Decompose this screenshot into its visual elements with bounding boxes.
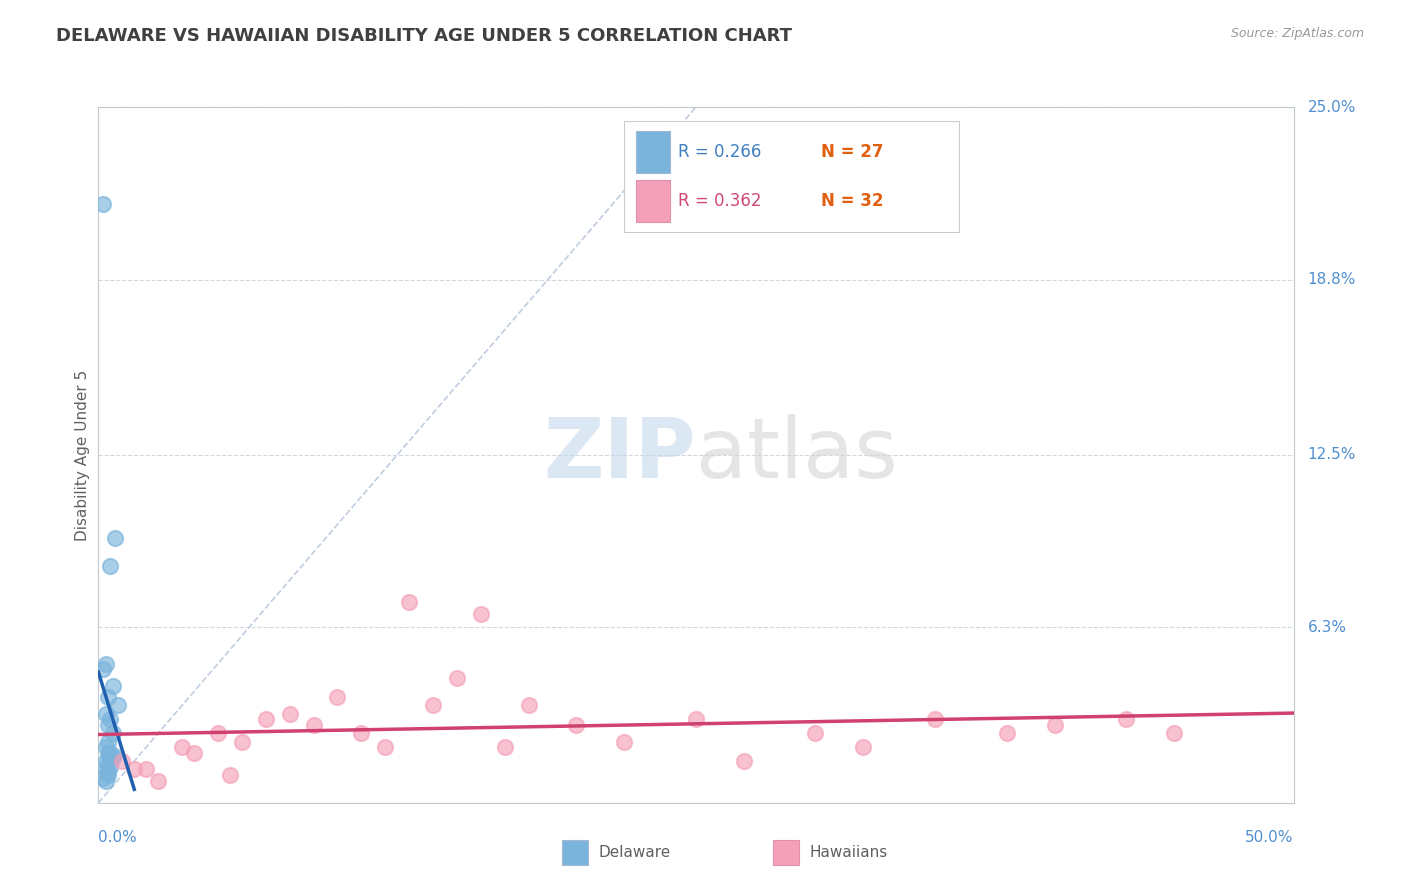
Point [101,748,124,763]
Point [350,726,373,740]
Point [97,765,120,780]
Point [97,746,120,760]
Point [94,740,117,755]
Point [111,754,134,768]
Text: 25.0%: 25.0% [1308,100,1355,114]
Point [98,712,122,726]
Point [98,759,122,773]
Point [97,768,120,782]
Point [494,740,516,755]
Point [101,726,124,740]
Point [124,763,146,777]
Point [97,718,120,732]
Point [94,773,117,788]
Point [517,698,540,713]
Point [91,771,114,785]
Text: 12.5%: 12.5% [1308,448,1355,462]
Point [98,559,122,574]
Text: Delaware: Delaware [599,846,671,860]
Point [326,690,349,704]
Text: R = 0.266: R = 0.266 [678,143,762,161]
Point [278,706,301,721]
Point [104,532,127,546]
Point [422,698,444,713]
Point [172,740,194,755]
Text: 0.0%: 0.0% [98,830,138,845]
Point [94,754,117,768]
Bar [636,180,669,222]
Text: atlas: atlas [696,415,897,495]
Text: 18.8%: 18.8% [1308,272,1355,287]
Point [398,595,420,609]
Point [94,657,117,671]
Point [1163,726,1185,740]
Point [924,712,946,726]
Point [219,768,242,782]
Point [98,746,122,760]
Point [107,698,129,713]
Point [1043,718,1066,732]
Point [613,734,636,748]
Point [804,726,827,740]
Text: 6.3%: 6.3% [1308,620,1347,635]
Point [207,726,229,740]
Text: 50.0%: 50.0% [1246,830,1294,845]
Bar [624,121,959,232]
Point [135,763,157,777]
Point [94,706,117,721]
Point [148,773,170,788]
Point [101,679,124,693]
Point [91,197,114,211]
Text: DELAWARE VS HAWAIIAN DISABILITY AGE UNDER 5 CORRELATION CHART: DELAWARE VS HAWAIIAN DISABILITY AGE UNDE… [56,27,792,45]
Point [685,712,707,726]
Text: ZIP: ZIP [544,415,696,495]
Point [470,607,492,621]
Point [97,734,120,748]
Point [98,751,122,765]
Bar [636,131,669,173]
Point [101,751,124,765]
Point [302,718,325,732]
Point [565,718,588,732]
Point [254,712,277,726]
Point [446,671,468,685]
Text: R = 0.362: R = 0.362 [678,192,762,211]
Point [995,726,1018,740]
Point [231,734,253,748]
Text: Source: ZipAtlas.com: Source: ZipAtlas.com [1230,27,1364,40]
Point [733,754,755,768]
Text: N = 27: N = 27 [821,143,884,161]
Text: Hawaiians: Hawaiians [810,846,889,860]
Point [183,746,205,760]
Point [97,690,120,704]
Y-axis label: Disability Age Under 5: Disability Age Under 5 [75,369,90,541]
Point [1115,712,1137,726]
Point [91,662,114,676]
Point [852,740,875,755]
Text: N = 32: N = 32 [821,192,884,211]
Point [374,740,396,755]
Point [97,756,120,771]
Point [94,763,117,777]
